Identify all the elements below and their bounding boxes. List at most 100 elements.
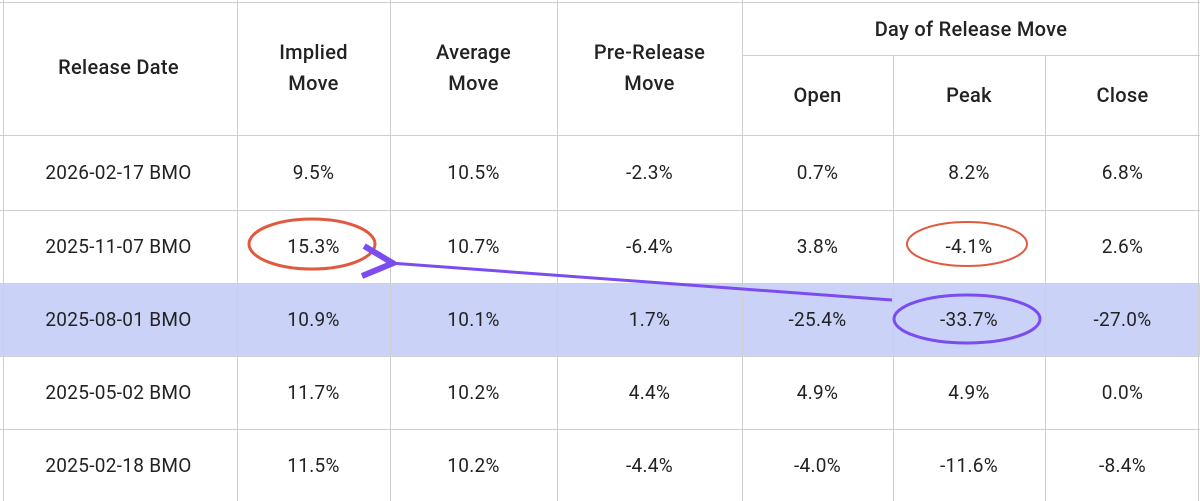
table-cell-text: -27.0% <box>1093 308 1152 331</box>
table-cell-text: -4.0% <box>793 453 842 477</box>
row-border <box>0 210 1200 211</box>
table-cell-text: 11.7% <box>287 381 340 404</box>
table-cell-text: 2025-11-07 BMO <box>45 235 192 258</box>
table-cell-text: 10.1% <box>447 308 500 331</box>
table-cell: 2025-05-02 BMO <box>0 356 237 429</box>
column-border <box>1045 55 1046 501</box>
table-cell: 2025-08-01 BMO <box>0 283 237 356</box>
table-cell: 1.7% <box>557 283 742 356</box>
column-border <box>557 0 558 501</box>
table-cell: -27.0% <box>1045 283 1200 356</box>
table-cell: 10.7% <box>390 210 557 283</box>
sub-header-text: Peak <box>946 82 992 107</box>
column-header: Pre-Release Move <box>557 0 742 135</box>
sub-header-text: Open <box>793 82 842 107</box>
table-cell: -11.6% <box>893 429 1045 501</box>
table-cell-text: -6.4% <box>625 235 674 258</box>
table-cell: 9.5% <box>237 135 390 210</box>
table-cell: 15.3% <box>237 210 390 283</box>
sub-header: Close <box>1045 55 1200 135</box>
table-cell-text: 2025-08-01 BMO <box>45 308 192 331</box>
table-cell-text: 4.4% <box>628 381 671 404</box>
table-cell: 0.0% <box>1045 356 1200 429</box>
table-cell: -4.0% <box>742 429 893 501</box>
sub-header: Peak <box>893 55 1045 135</box>
column-header-text: Implied Move <box>279 39 348 95</box>
row-border <box>0 356 1200 357</box>
column-header-text: Average Move <box>436 39 511 95</box>
table-cell: -4.4% <box>557 429 742 501</box>
table-cell: 2025-02-18 BMO <box>0 429 237 501</box>
table-cell-text: -25.4% <box>788 308 847 331</box>
table-cell-text: 10.2% <box>447 381 500 404</box>
table-cell-text: 15.3% <box>287 235 340 258</box>
table-cell-text: -11.6% <box>939 453 998 477</box>
table-cell-text: 2025-02-18 BMO <box>45 453 192 477</box>
table-cell-text: 6.8% <box>1101 161 1144 184</box>
table-cell-text: 0.7% <box>796 161 839 184</box>
table-cell-text: 10.7% <box>447 235 500 258</box>
column-header: Release Date <box>0 0 237 135</box>
table-cell: 4.9% <box>893 356 1045 429</box>
table-cell-text: 8.2% <box>948 161 990 184</box>
table-cell-text: 4.9% <box>948 381 990 404</box>
column-border <box>893 55 894 501</box>
table-cell: 10.1% <box>390 283 557 356</box>
table-cell: -6.4% <box>557 210 742 283</box>
column-border <box>390 0 391 501</box>
group-header-text: Day of Release Move <box>874 16 1068 41</box>
column-header: Average Move <box>390 0 557 135</box>
table-cell: 4.4% <box>557 356 742 429</box>
table-cell-text: -33.7% <box>939 308 998 331</box>
table-cell-text: 9.5% <box>292 161 335 184</box>
sub-header-text: Close <box>1096 82 1149 107</box>
column-header: Implied Move <box>237 0 390 135</box>
table-cell-text: 11.5% <box>287 453 340 477</box>
table-cell: 6.8% <box>1045 135 1200 210</box>
table-cell: 10.5% <box>390 135 557 210</box>
table-cell-text: 0.0% <box>1101 381 1144 404</box>
row-border <box>0 2 1200 3</box>
table-cell: 2025-11-07 BMO <box>0 210 237 283</box>
table-cell: 0.7% <box>742 135 893 210</box>
column-header-text: Release Date <box>58 55 179 79</box>
row-border <box>0 429 1200 430</box>
column-border <box>1198 0 1199 501</box>
sub-header: Open <box>742 55 893 135</box>
table-cell: 10.2% <box>390 356 557 429</box>
column-border <box>3 0 4 501</box>
group-header: Day of Release Move <box>742 0 1200 58</box>
table-cell: 10.2% <box>390 429 557 501</box>
table-cell-text: 10.9% <box>287 308 340 331</box>
table-cell-text: -2.3% <box>625 161 674 184</box>
row-border <box>742 55 1200 56</box>
table-cell: 2.6% <box>1045 210 1200 283</box>
table-cell-text: 10.2% <box>447 453 500 477</box>
column-border <box>237 0 238 501</box>
table-cell-text: 10.5% <box>447 161 500 184</box>
column-header-text: Pre-Release Move <box>593 39 706 95</box>
table-cell: 10.9% <box>237 283 390 356</box>
table-cell-text: -8.4% <box>1098 453 1147 477</box>
table-cell: -2.3% <box>557 135 742 210</box>
row-border <box>0 283 1200 284</box>
table-cell-text: 3.8% <box>796 235 839 258</box>
table-cell-text: 2025-05-02 BMO <box>45 381 192 404</box>
table-cell: -8.4% <box>1045 429 1200 501</box>
row-border <box>0 135 1200 136</box>
table-cell: 11.7% <box>237 356 390 429</box>
table-cell: -25.4% <box>742 283 893 356</box>
table-cell-text: 2026-02-17 BMO <box>45 161 192 184</box>
table-cell-text: 2.6% <box>1101 235 1144 258</box>
table-cell-text: -4.1% <box>945 235 993 258</box>
table-cell-text: -4.4% <box>625 453 674 477</box>
table-cell-text: 1.7% <box>628 308 671 331</box>
table-cell: 4.9% <box>742 356 893 429</box>
table-cell: -4.1% <box>893 210 1045 283</box>
table-cell-text: 4.9% <box>796 381 839 404</box>
table-cell: -33.7% <box>893 283 1045 356</box>
table-cell: 11.5% <box>237 429 390 501</box>
table-cell: 8.2% <box>893 135 1045 210</box>
table-cell: 3.8% <box>742 210 893 283</box>
